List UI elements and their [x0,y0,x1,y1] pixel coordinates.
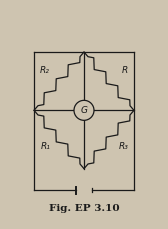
Text: Fig. EP 3.10: Fig. EP 3.10 [49,204,119,213]
Text: R₂: R₂ [40,66,50,75]
Circle shape [74,100,94,120]
Text: G: G [80,106,88,115]
Text: R₃: R₃ [119,142,129,152]
Text: R: R [122,66,128,75]
Text: R₁: R₁ [41,142,51,152]
